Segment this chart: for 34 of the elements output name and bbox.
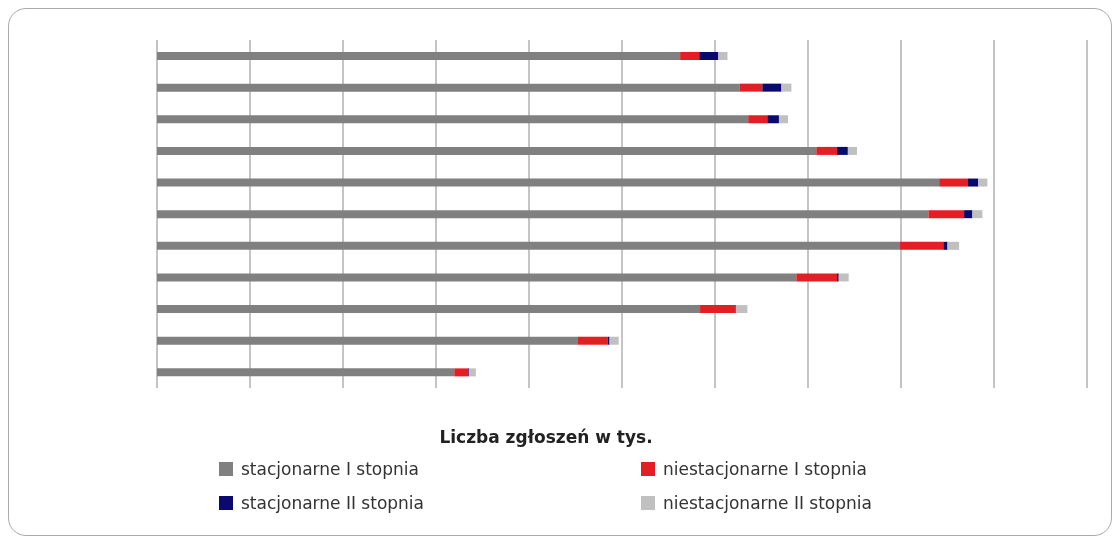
- bar: [781, 83, 792, 92]
- bar: [964, 210, 973, 219]
- bar: [796, 273, 838, 282]
- bar: [947, 241, 960, 250]
- legend-label: niestacjonarne II stopnia: [663, 493, 872, 513]
- bar: [748, 115, 768, 124]
- bar: [609, 336, 619, 345]
- bar: [762, 83, 782, 92]
- bar: [939, 178, 968, 187]
- bar: [778, 115, 789, 124]
- bar: [838, 273, 849, 282]
- bar: [967, 178, 979, 187]
- bar: [928, 210, 965, 219]
- bar: [680, 52, 700, 60]
- bar: [469, 368, 476, 377]
- bar: [454, 368, 469, 377]
- bar: [943, 241, 948, 250]
- bar: [735, 305, 748, 314]
- bar: [739, 83, 763, 92]
- legend-label: stacjonarne I stopnia: [241, 459, 419, 479]
- bar: [699, 52, 719, 60]
- bar: [978, 178, 988, 187]
- legend-label: niestacjonarne I stopnia: [663, 459, 867, 479]
- bar: [577, 336, 608, 345]
- legend-label: stacjonarne II stopnia: [241, 493, 424, 513]
- bar: [972, 210, 983, 219]
- x-axis-title: Liczba zgłoszeń w tys.: [438, 427, 654, 447]
- bar: [700, 305, 735, 314]
- bar: [837, 146, 848, 155]
- bar: [718, 52, 728, 60]
- bar: [816, 146, 838, 155]
- bar: [847, 146, 857, 155]
- bar: [899, 241, 944, 250]
- bar: [767, 115, 779, 124]
